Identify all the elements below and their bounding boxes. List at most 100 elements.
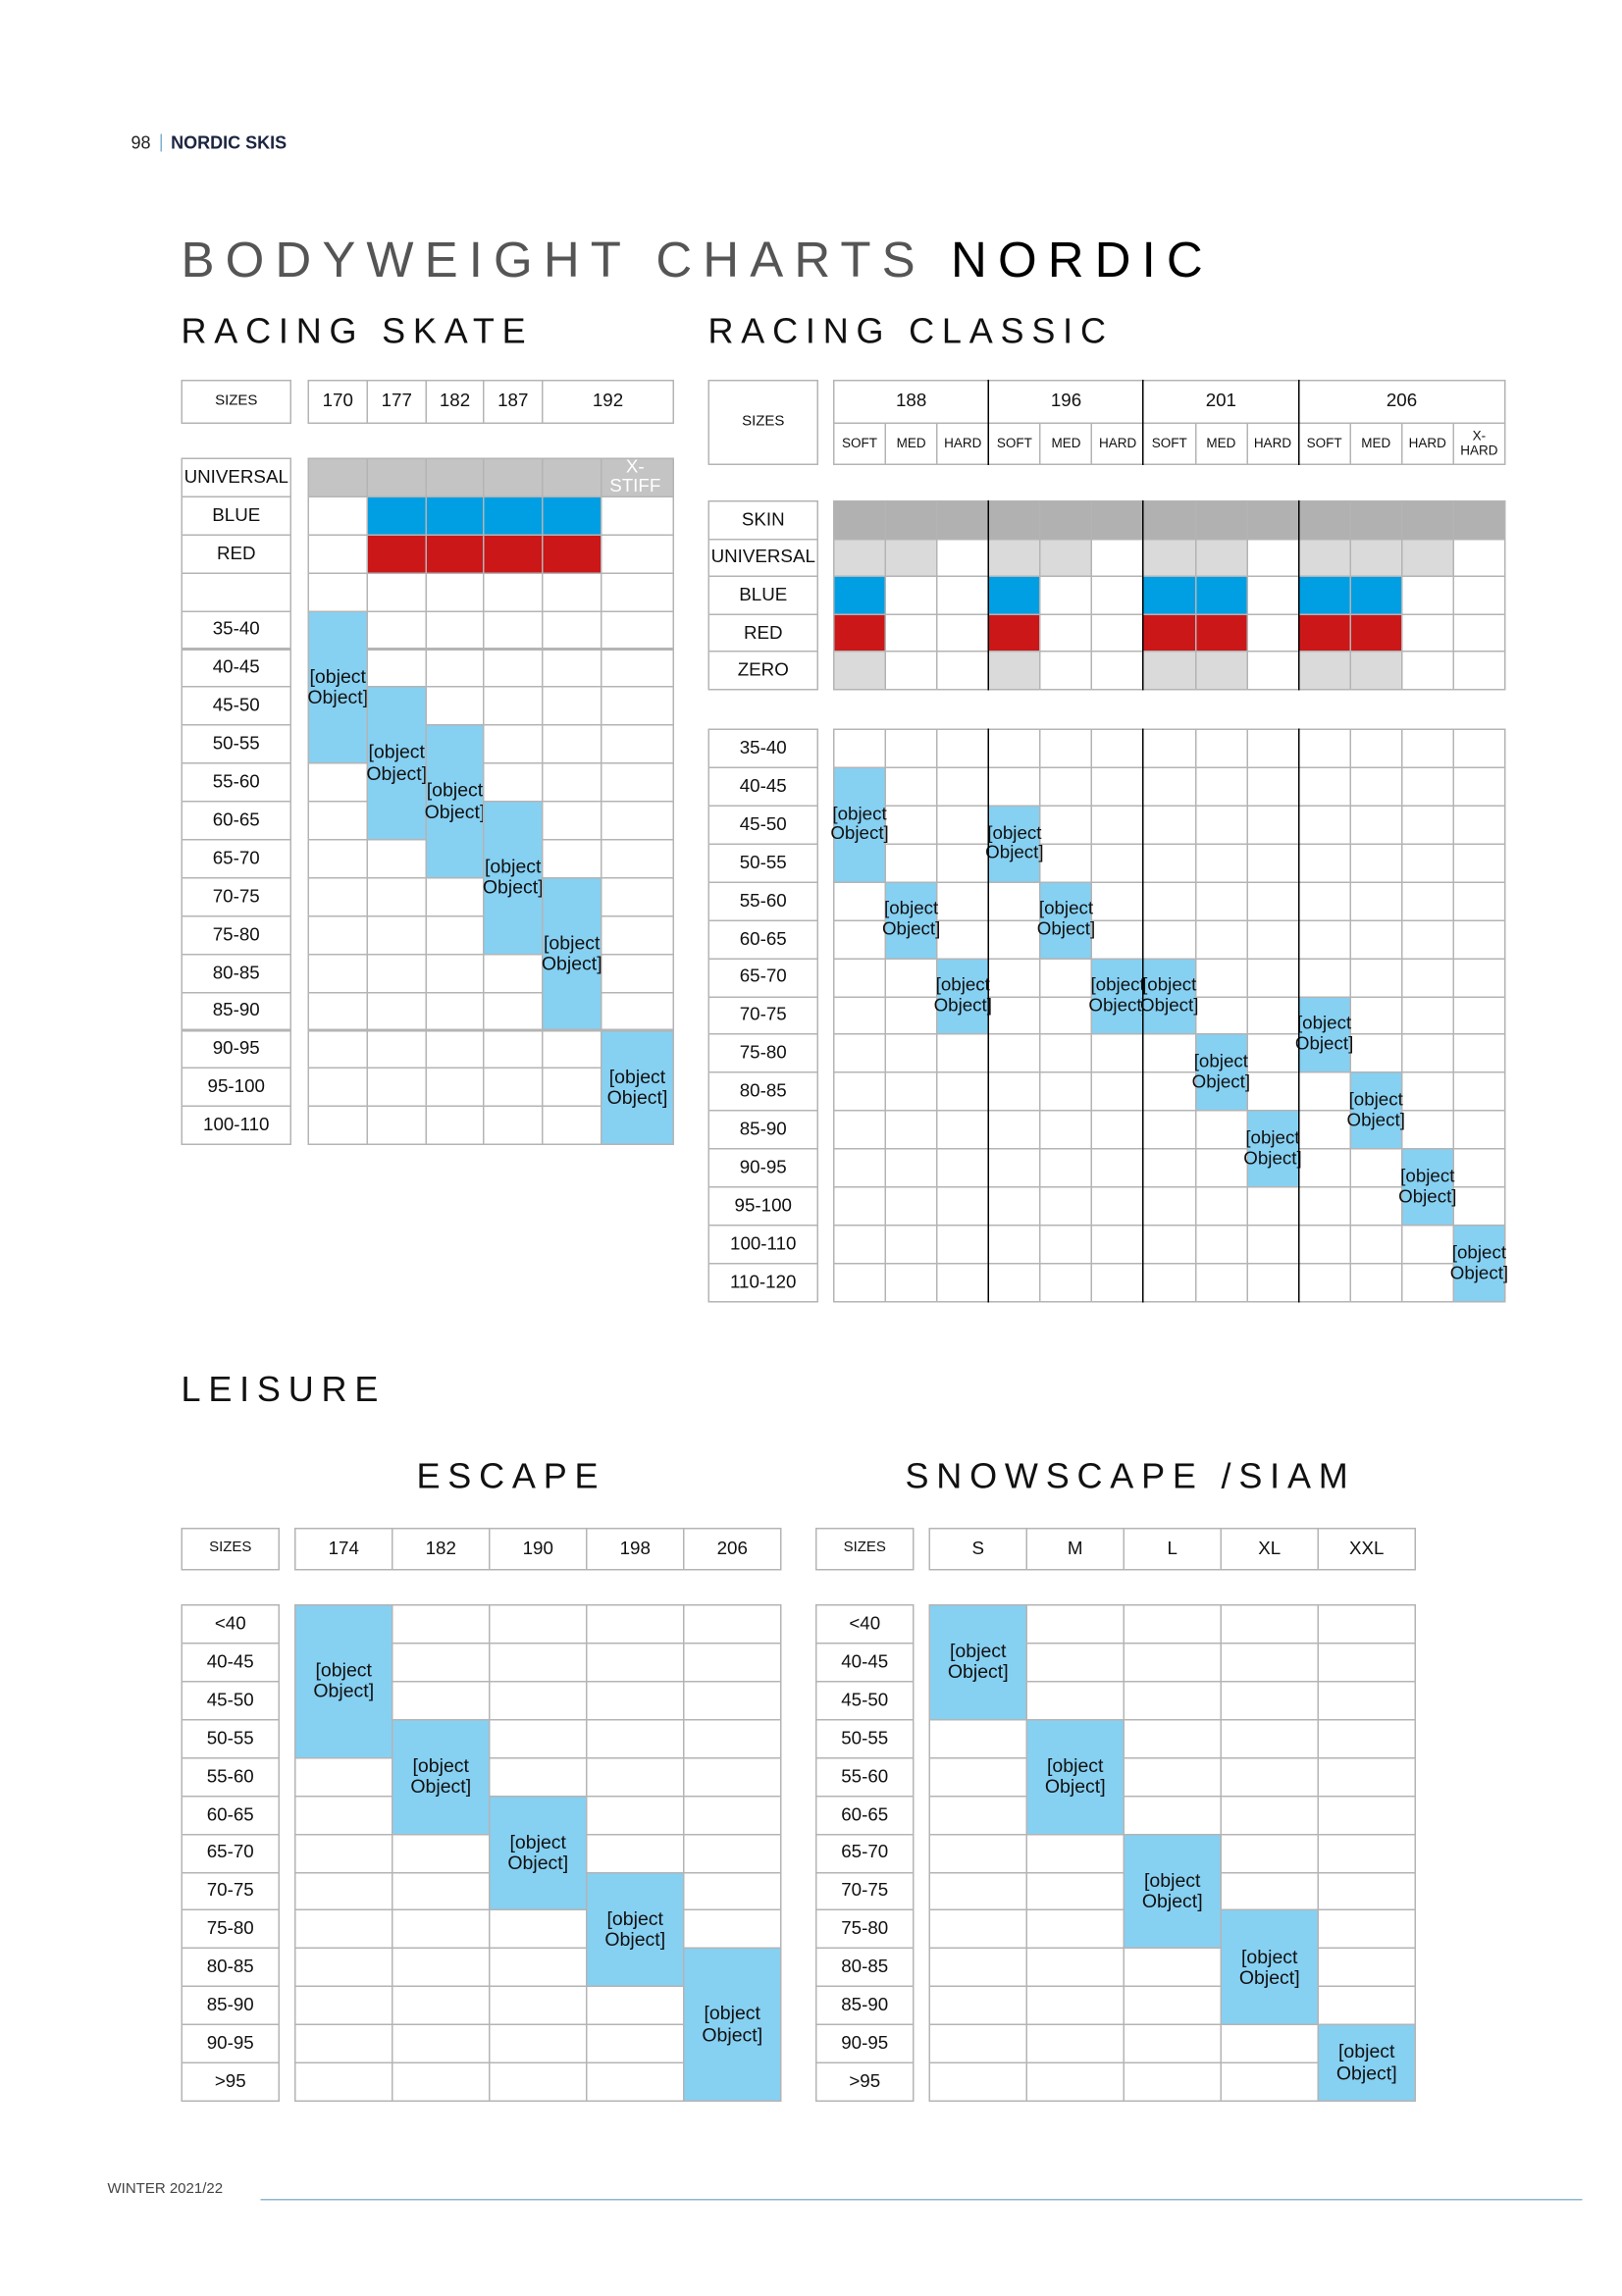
grid-cell bbox=[928, 1756, 1027, 1797]
grid-cell bbox=[987, 1071, 1041, 1112]
grid-cell bbox=[936, 613, 990, 653]
grid-cell bbox=[294, 1795, 393, 1835]
size-header: 196 bbox=[987, 380, 1145, 424]
grid-cell bbox=[928, 2023, 1027, 2064]
grid-cell bbox=[1039, 1110, 1093, 1150]
row-label: 95-100 bbox=[181, 1068, 291, 1108]
grid-cell bbox=[425, 1068, 485, 1108]
grid-cell bbox=[1297, 881, 1351, 921]
grid-cell bbox=[307, 1029, 368, 1070]
grid-cell bbox=[1091, 1263, 1145, 1303]
grid-cell bbox=[1091, 881, 1145, 921]
grid-cell bbox=[1400, 728, 1454, 768]
grid-cell bbox=[833, 1263, 887, 1303]
row-label: 65-70 bbox=[707, 957, 818, 998]
grid-cell bbox=[1123, 1718, 1222, 1759]
grid-cell bbox=[1317, 1642, 1416, 1683]
grid-cell bbox=[392, 1948, 491, 1988]
grid-cell bbox=[1091, 1033, 1145, 1074]
grid-cell bbox=[1123, 1985, 1222, 2026]
grid-cell bbox=[987, 1110, 1041, 1150]
grid-cell bbox=[366, 1029, 427, 1070]
grid-cell bbox=[833, 957, 887, 998]
grid-cell bbox=[683, 1795, 782, 1835]
grid-cell bbox=[366, 876, 427, 917]
row-label: 45-50 bbox=[181, 1680, 280, 1721]
grid-cell bbox=[586, 2061, 685, 2103]
grid-cell bbox=[483, 572, 544, 612]
grid-cell bbox=[1349, 1033, 1403, 1074]
grid-cell bbox=[928, 1985, 1027, 2026]
grid-cell bbox=[1091, 651, 1145, 691]
weight-range-block: [object Object] bbox=[934, 957, 992, 1036]
grid-cell bbox=[1245, 1071, 1300, 1112]
grid-cell bbox=[987, 1225, 1041, 1265]
row-label: 60-65 bbox=[181, 801, 291, 841]
grid-cell bbox=[1349, 805, 1403, 845]
footer-season: WINTER 2021/22 bbox=[107, 2181, 224, 2198]
page-title-bold: NORDIC bbox=[951, 233, 1214, 288]
grid-cell bbox=[366, 991, 427, 1031]
flex-header: X-HARD bbox=[1452, 422, 1506, 465]
weight-range-block: [object Object] bbox=[601, 1029, 674, 1146]
sizes-label: SIZES bbox=[815, 1528, 915, 1571]
grid-cell bbox=[542, 648, 602, 689]
grid-cell bbox=[425, 609, 485, 651]
grid-cell bbox=[489, 1642, 588, 1683]
grid-cell bbox=[294, 1871, 393, 1911]
grid-cell bbox=[884, 957, 938, 998]
grid-cell bbox=[1317, 1985, 1416, 2026]
row-label bbox=[181, 572, 291, 612]
size-header: 206 bbox=[1297, 380, 1506, 424]
fill-cell-light_gray bbox=[1297, 651, 1351, 691]
grid-cell bbox=[294, 1756, 393, 1797]
grid-cell bbox=[307, 1068, 368, 1108]
leisure-title: LEISURE bbox=[181, 1370, 387, 1411]
grid-cell bbox=[1142, 1110, 1196, 1150]
fill-cell-red bbox=[833, 613, 887, 653]
grid-cell bbox=[1039, 843, 1093, 883]
grid-cell bbox=[1400, 1225, 1454, 1265]
grid-cell bbox=[1025, 1833, 1125, 1873]
grid-cell bbox=[1194, 1148, 1248, 1188]
row-label: 45-50 bbox=[815, 1680, 915, 1721]
grid-cell bbox=[1142, 728, 1196, 768]
row-label: >95 bbox=[815, 2061, 915, 2103]
grid-cell bbox=[366, 953, 427, 993]
weight-range-block: [object Object] bbox=[489, 1795, 588, 1911]
grid-cell bbox=[1400, 805, 1454, 845]
grid-cell bbox=[294, 2023, 393, 2064]
grid-cell bbox=[1297, 1110, 1351, 1150]
group-divider bbox=[1142, 500, 1145, 691]
fill-cell-dark_gray bbox=[1452, 500, 1506, 540]
fill-cell-blue bbox=[1297, 575, 1351, 615]
grid-cell bbox=[1091, 1110, 1145, 1150]
fill-cell-blue bbox=[833, 575, 887, 615]
grid-cell bbox=[1025, 1948, 1125, 1988]
grid-cell bbox=[1317, 1795, 1416, 1835]
grid-cell bbox=[1452, 766, 1506, 807]
grid-cell bbox=[366, 648, 427, 689]
grid-cell bbox=[392, 2023, 491, 2064]
grid-cell bbox=[1245, 1225, 1300, 1265]
size-header: 192 bbox=[542, 380, 674, 424]
grid-cell bbox=[307, 839, 368, 879]
group-divider bbox=[1142, 728, 1145, 1303]
grid-cell bbox=[1297, 843, 1351, 883]
fill-cell-light_gray bbox=[1349, 538, 1403, 578]
grid-cell bbox=[601, 914, 674, 956]
grid-cell bbox=[1039, 1263, 1093, 1303]
grid-cell bbox=[392, 1680, 491, 1721]
grid-cell bbox=[1452, 1033, 1506, 1074]
grid-cell bbox=[936, 805, 990, 845]
grid-cell bbox=[542, 1068, 602, 1108]
fill-cell-dark_gray bbox=[833, 500, 887, 540]
grid-cell bbox=[884, 843, 938, 883]
weight-range-block: [object Object] bbox=[1450, 1225, 1508, 1303]
size-header: M bbox=[1025, 1528, 1125, 1571]
grid-cell bbox=[392, 1604, 491, 1644]
grid-cell bbox=[586, 1604, 685, 1644]
grid-cell bbox=[987, 957, 1041, 998]
grid-cell bbox=[936, 766, 990, 807]
sizes-label: SIZES bbox=[181, 380, 291, 424]
